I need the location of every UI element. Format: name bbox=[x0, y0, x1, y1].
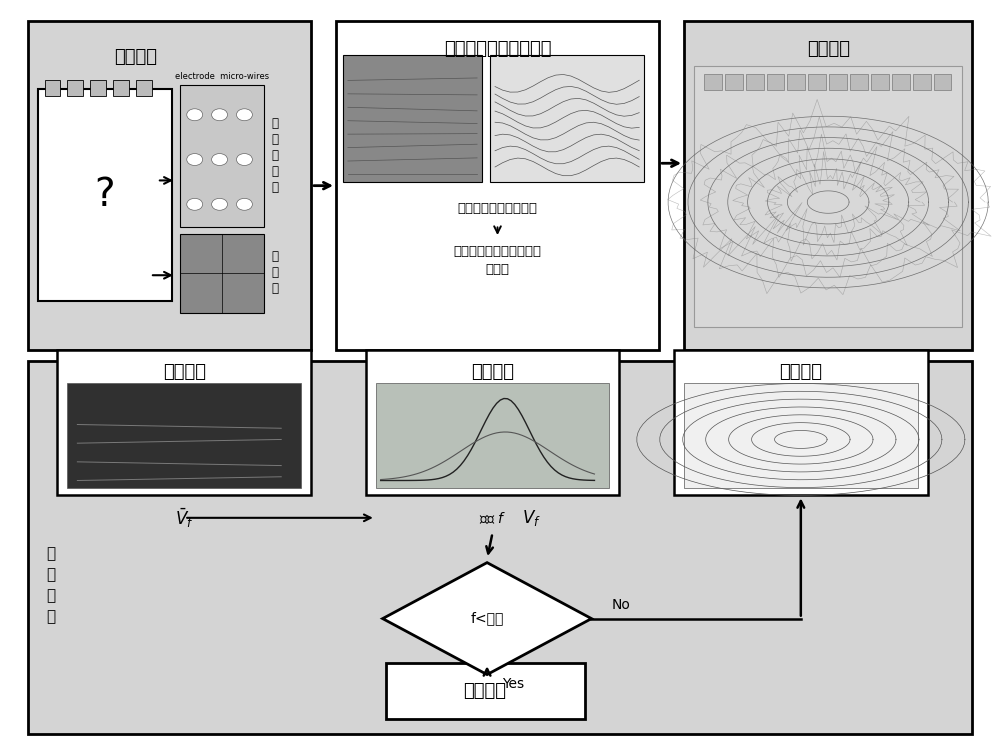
Bar bbox=[113, 80, 129, 96]
Bar bbox=[808, 74, 826, 90]
Bar bbox=[38, 89, 172, 302]
Text: f<阈值: f<阈值 bbox=[470, 611, 504, 626]
Text: 研究对象: 研究对象 bbox=[114, 47, 157, 65]
Text: 优化方法: 优化方法 bbox=[779, 363, 822, 381]
Bar bbox=[67, 80, 83, 96]
Bar bbox=[674, 350, 928, 496]
Bar bbox=[490, 55, 644, 182]
Bar bbox=[386, 663, 585, 720]
Text: 测量信号: 测量信号 bbox=[163, 363, 206, 381]
Bar bbox=[376, 384, 609, 488]
Bar bbox=[787, 74, 805, 90]
Bar bbox=[180, 85, 264, 226]
Bar bbox=[746, 74, 764, 90]
Circle shape bbox=[187, 109, 203, 121]
Bar bbox=[684, 22, 972, 350]
Bar bbox=[913, 74, 931, 90]
Bar bbox=[767, 74, 784, 90]
Text: 压电传感器动力学建模: 压电传感器动力学建模 bbox=[458, 202, 538, 214]
Bar bbox=[684, 384, 918, 488]
Text: 压
电
传
感
器: 压 电 传 感 器 bbox=[272, 117, 279, 194]
Bar bbox=[90, 80, 106, 96]
Circle shape bbox=[212, 199, 228, 211]
Bar bbox=[180, 234, 264, 313]
Circle shape bbox=[236, 153, 252, 165]
Bar bbox=[136, 80, 152, 96]
Circle shape bbox=[212, 109, 228, 121]
Bar bbox=[725, 74, 743, 90]
Bar bbox=[343, 55, 482, 182]
Text: 差值 $f$: 差值 $f$ bbox=[479, 510, 506, 526]
Bar bbox=[336, 22, 659, 350]
Text: electrode  micro-wires: electrode micro-wires bbox=[175, 72, 269, 81]
Bar bbox=[57, 350, 311, 496]
Bar bbox=[934, 74, 951, 90]
Text: 正演建模: 正演建模 bbox=[807, 40, 850, 58]
Bar bbox=[829, 74, 847, 90]
Text: ?: ? bbox=[94, 176, 115, 214]
Bar bbox=[704, 74, 722, 90]
Text: 临近布置多压电传感器动
态交互: 临近布置多压电传感器动 态交互 bbox=[454, 245, 542, 276]
Bar bbox=[67, 384, 301, 488]
Bar bbox=[28, 361, 972, 734]
Bar bbox=[366, 350, 619, 496]
Text: $V_f$: $V_f$ bbox=[522, 508, 541, 528]
Circle shape bbox=[187, 199, 203, 211]
Text: Yes: Yes bbox=[502, 677, 524, 690]
Bar bbox=[871, 74, 889, 90]
Text: 压电传感器动力学建模: 压电传感器动力学建模 bbox=[444, 40, 551, 58]
Circle shape bbox=[187, 153, 203, 165]
Text: 计算信号: 计算信号 bbox=[471, 363, 514, 381]
Bar bbox=[45, 80, 60, 96]
Text: 裂纹估计: 裂纹估计 bbox=[464, 682, 507, 700]
Circle shape bbox=[212, 153, 228, 165]
Bar bbox=[694, 66, 962, 327]
Circle shape bbox=[236, 199, 252, 211]
Text: $\bar{V}_f$: $\bar{V}_f$ bbox=[175, 506, 194, 529]
Circle shape bbox=[236, 109, 252, 121]
Text: 反
演
估
计: 反 演 估 计 bbox=[46, 546, 55, 624]
Polygon shape bbox=[383, 562, 591, 675]
Bar bbox=[28, 22, 311, 350]
Bar bbox=[850, 74, 868, 90]
Bar bbox=[892, 74, 910, 90]
Text: No: No bbox=[612, 598, 631, 612]
Text: 微
裂
纹: 微 裂 纹 bbox=[272, 250, 279, 296]
